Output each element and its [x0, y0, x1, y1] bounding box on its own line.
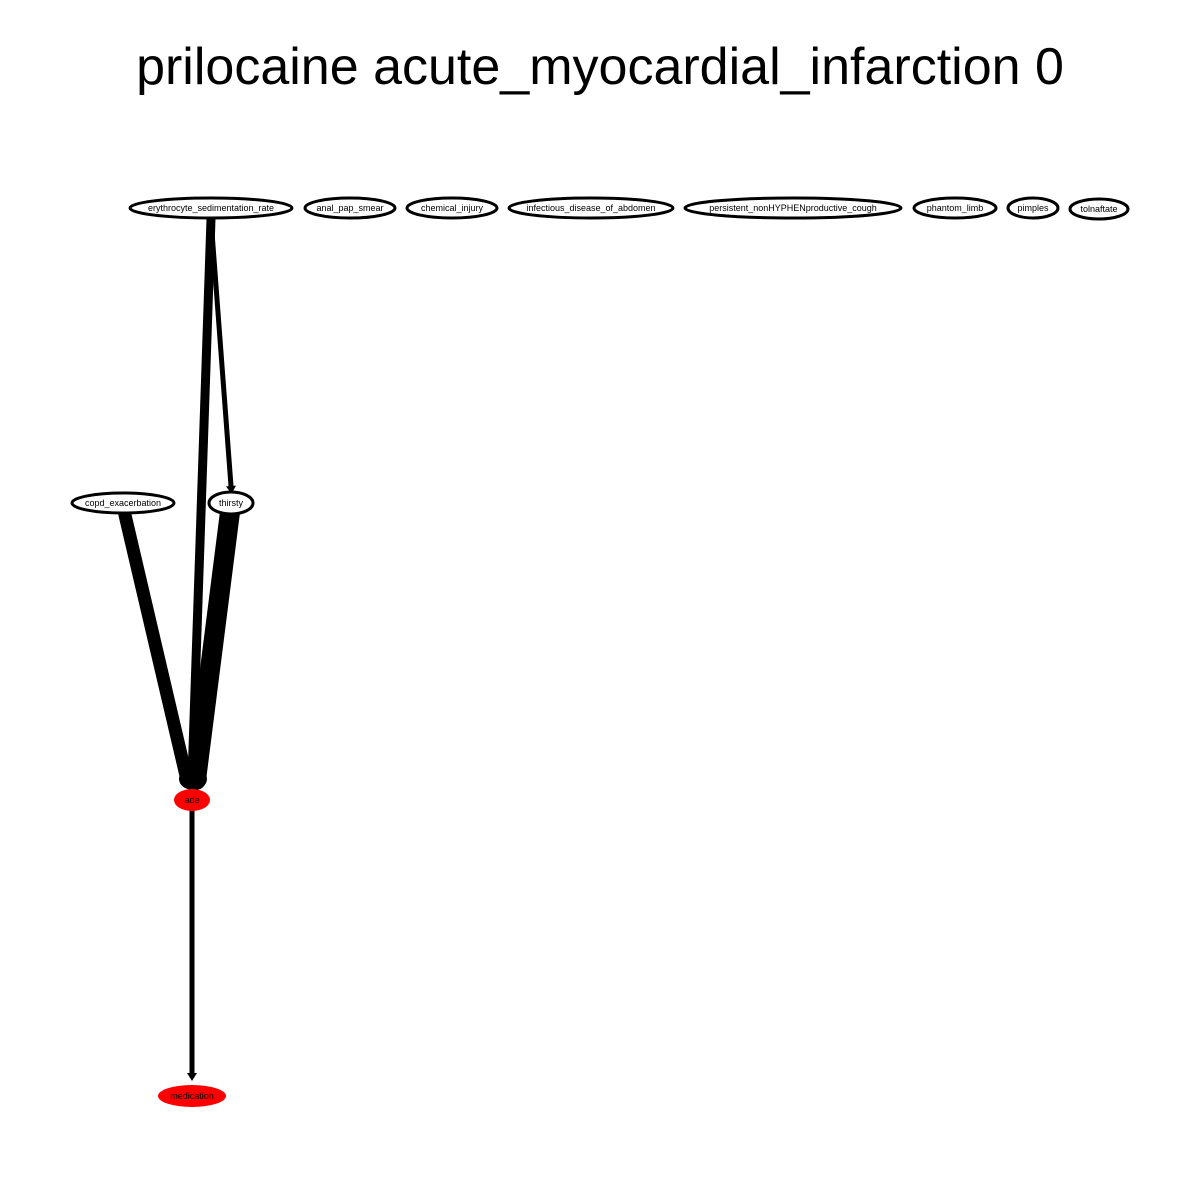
node-shape — [158, 1085, 226, 1107]
node-copd_exacerbation: copd_exacerbation — [70, 491, 176, 515]
node-medication: medication — [158, 1085, 226, 1107]
node-persistent_nonHYPHENproductive_cough: persistent_nonHYPHENproductive_cough — [683, 196, 903, 220]
node-label: thirsty — [219, 498, 244, 508]
graph-title: prilocaine acute_myocardial_infarction 0 — [136, 38, 1064, 96]
edge-copd_exacerbation-to-ade — [118, 508, 194, 787]
node-label: infectious_disease_of_abdomen — [526, 203, 655, 213]
arrowhead-erythrocyte_sedimentation_rate-to-thirsty — [226, 485, 236, 494]
node-shape — [303, 196, 397, 220]
node-label: phantom_limb — [927, 203, 984, 213]
edge-convergence-mark — [179, 768, 207, 790]
edge-erythrocyte_sedimentation_rate-to-thirsty — [208, 216, 234, 489]
edge-thirsty-to-ade — [186, 502, 240, 790]
node-phantom_limb: phantom_limb — [912, 196, 998, 220]
node-tolnaftate: tolnaftate — [1068, 197, 1130, 221]
arrowhead-ade-to-medication — [187, 1073, 197, 1081]
node-label: chemical_injury — [421, 203, 484, 213]
node-chemical_injury: chemical_injury — [405, 196, 499, 220]
node-shape — [507, 196, 675, 220]
node-pimples: pimples — [1006, 196, 1060, 220]
node-label: erythrocyte_sedimentation_rate — [148, 203, 274, 213]
node-shape — [70, 491, 176, 515]
nodes-layer: erythrocyte_sedimentation_rate anal_pap_s… — [70, 196, 1130, 1107]
node-label: ade — [184, 795, 199, 805]
node-label: tolnaftate — [1080, 204, 1117, 214]
node-shape — [128, 196, 294, 220]
node-shape — [1006, 196, 1060, 220]
node-thirsty: thirsty — [207, 490, 255, 516]
node-infectious_disease_of_abdomen: infectious_disease_of_abdomen — [507, 196, 675, 220]
node-shape — [683, 196, 903, 220]
node-label: persistent_nonHYPHENproductive_cough — [709, 203, 877, 213]
edges-layer — [118, 214, 240, 1081]
node-anal_pap_smear: anal_pap_smear — [303, 196, 397, 220]
node-shape — [207, 490, 255, 516]
node-label: pimples — [1017, 203, 1049, 213]
edge-erythrocyte_sedimentation_rate-to-ade — [187, 214, 216, 783]
node-label: medication — [170, 1091, 214, 1101]
node-ade: ade — [174, 789, 210, 811]
node-shape — [912, 196, 998, 220]
node-erythrocyte_sedimentation_rate: erythrocyte_sedimentation_rate — [128, 196, 294, 220]
node-label: copd_exacerbation — [85, 498, 161, 508]
node-label: anal_pap_smear — [316, 203, 383, 213]
node-shape — [174, 789, 210, 811]
node-shape — [405, 196, 499, 220]
node-shape — [1068, 197, 1130, 221]
